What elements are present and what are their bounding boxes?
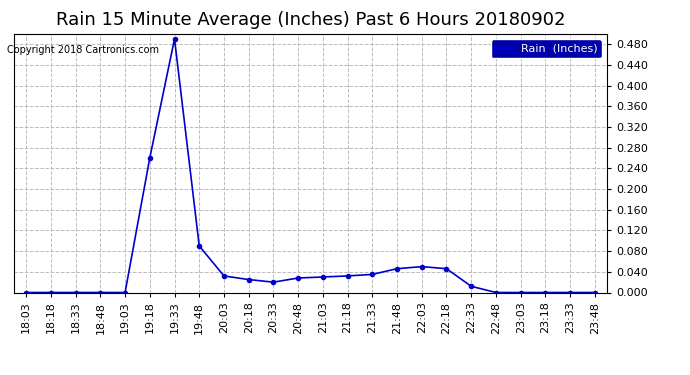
Title: Rain 15 Minute Average (Inches) Past 6 Hours 20180902: Rain 15 Minute Average (Inches) Past 6 H… bbox=[56, 11, 565, 29]
Legend: Rain  (Inches): Rain (Inches) bbox=[491, 39, 602, 58]
Text: Copyright 2018 Cartronics.com: Copyright 2018 Cartronics.com bbox=[7, 45, 159, 55]
